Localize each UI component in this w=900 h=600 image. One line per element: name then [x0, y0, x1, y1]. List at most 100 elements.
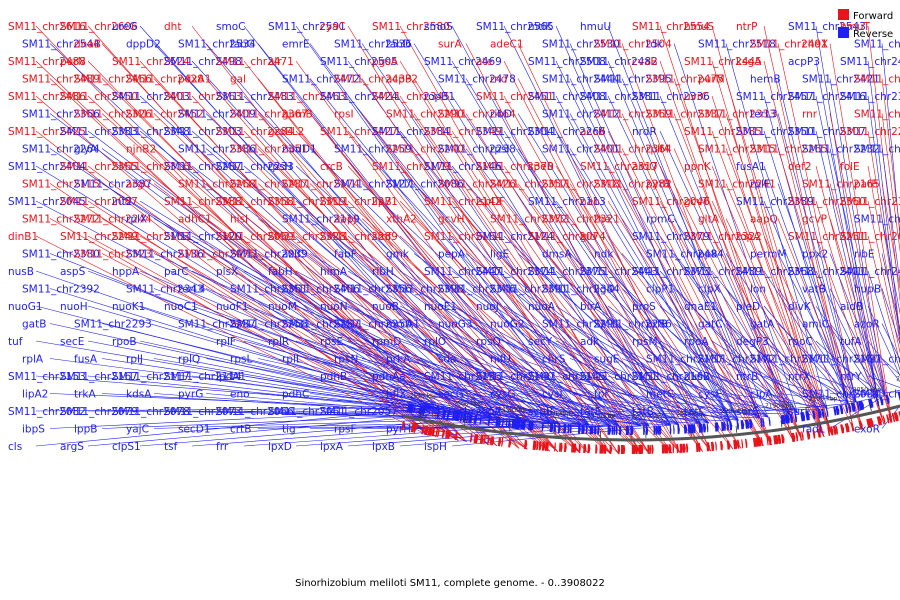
- gene-label: rplQ: [178, 354, 200, 366]
- label-leader-line: [503, 165, 703, 452]
- label-leader-line: [139, 340, 493, 418]
- label-leader-line: [347, 25, 611, 454]
- gene-label: glyA: [74, 144, 98, 156]
- gene-label: SM11_chr2251: [788, 231, 866, 243]
- forward-gene-arrow: [877, 416, 882, 426]
- label-leader-line: [881, 183, 900, 291]
- reverse-gene-arrow: [693, 424, 696, 434]
- label-leader-line: [517, 288, 709, 424]
- label-leader-line: [777, 323, 857, 403]
- gene-label: SM11_chr2380: [22, 249, 100, 261]
- gene-label: rpsH: [268, 161, 292, 173]
- gene-label: ppx2: [802, 249, 828, 261]
- label-leader-line: [829, 358, 886, 396]
- label-leader-line: [867, 60, 900, 338]
- gene-label: SM11_chr2265: [750, 144, 828, 156]
- gene-label: clpS1: [112, 441, 141, 453]
- gene-label: SM11_chr2464: [438, 109, 516, 121]
- label-leader-line: [191, 200, 520, 449]
- label-leader-line: [257, 358, 560, 424]
- gene-label: ibpS: [22, 424, 45, 436]
- label-leader-line: [153, 417, 501, 429]
- label-leader-line: [881, 358, 900, 376]
- label-leader-line: [153, 113, 498, 447]
- gene-label: hisI: [230, 214, 248, 226]
- legend-label-forward: Forward: [853, 11, 893, 22]
- gene-label: SM11_chr2498: [164, 56, 242, 68]
- forward-gene-arrow: [741, 439, 744, 449]
- gene-label: SM11_chr2505: [320, 56, 398, 68]
- gene-label: SM11_chr2488: [8, 56, 86, 68]
- gene-label: ribE: [854, 249, 875, 261]
- label-leader-line: [399, 60, 642, 455]
- forward-gene-arrow: [617, 444, 621, 454]
- gene-label: crtB: [230, 424, 251, 436]
- gene-label: smoC: [216, 21, 245, 33]
- gene-label: folE: [840, 161, 860, 173]
- gene-label: SM11_chr2059: [216, 231, 294, 243]
- label-leader-line: [87, 165, 459, 441]
- label-leader-line: [763, 375, 849, 404]
- forward-gene-arrow: [711, 441, 714, 451]
- gene-label: fabF: [334, 249, 357, 261]
- gene-label: SM11_chr2428: [126, 74, 204, 86]
- label-leader-line: [621, 218, 772, 446]
- gene-label: SM11_chr2413: [854, 144, 900, 156]
- label-leader-line: [725, 148, 833, 436]
- gene-label: SM11_chr2237: [230, 179, 308, 191]
- gene-label: ureG: [112, 21, 137, 33]
- reverse-gene-arrow: [723, 421, 726, 431]
- gene-label: secY: [528, 336, 553, 348]
- gene-label: SM11_chr2386: [178, 144, 256, 156]
- gene-label: SM11_chr2486: [8, 91, 86, 103]
- label-leader-line: [49, 409, 442, 429]
- gene-label: ate: [476, 56, 493, 68]
- label-leader-line: [829, 148, 886, 396]
- gene-label: purN: [60, 56, 86, 68]
- gene-label: gltA: [698, 214, 720, 226]
- label-leader-line: [607, 375, 761, 419]
- forward-gene-arrow: [546, 441, 549, 451]
- gene-label: SM11_chr2167: [60, 371, 138, 383]
- forward-gene-arrow: [888, 413, 893, 423]
- label-leader-line: [621, 288, 769, 418]
- gene-label: SM11_chr2504: [594, 39, 672, 51]
- gene-label: SM11_chr2408: [528, 91, 606, 103]
- forward-gene-arrow: [706, 442, 710, 452]
- gene-label: rplR: [268, 336, 289, 348]
- gene-label: SM11_chr2491: [750, 39, 828, 51]
- gene-label: hppA: [112, 266, 140, 278]
- kbp-tick-marks: 2550 kbp 2500 kbp 2450 kbp 2400 kbp 2350 kbp…: [410, 376, 900, 438]
- gene-label: purM: [698, 74, 725, 86]
- tick-mark: [825, 413, 828, 421]
- gene-label: tufA: [840, 336, 862, 348]
- gene-label: SM11_chr2079: [60, 406, 138, 418]
- gene-label: azoR: [854, 319, 880, 331]
- gene-label: SM11_chr2385: [684, 126, 762, 138]
- label-leader-line: [243, 422, 552, 447]
- gene-label: ntrB: [736, 371, 758, 383]
- label-leader-line: [35, 340, 434, 409]
- label-leader-line: [673, 148, 803, 441]
- gene-label: gatA: [750, 319, 775, 331]
- forward-gene-arrow: [695, 442, 699, 453]
- gene-label: SM11_chr2401: [542, 144, 620, 156]
- gene-label: gcvT: [684, 196, 710, 208]
- gene-label: ksgA: [736, 56, 762, 68]
- forward-strand-track: [401, 411, 900, 454]
- label-leader-line: [295, 270, 582, 426]
- forward-gene-arrow: [895, 412, 899, 422]
- gene-label: SM11_chr2373: [632, 266, 710, 278]
- forward-gene-arrow: [489, 436, 492, 446]
- gene-label: SM11_chr2030: [840, 231, 900, 243]
- gene-label: SM11_chr2261: [840, 126, 900, 138]
- gene-label: SM11_chr2439: [684, 266, 762, 278]
- gene-label: fabG: [230, 39, 255, 51]
- gene-label: aidB: [840, 301, 863, 313]
- gene-label: ndk: [594, 249, 614, 261]
- reverse-strand-track: [406, 391, 900, 435]
- gene-label: clpX: [698, 284, 721, 296]
- reverse-gene-arrow: [531, 421, 534, 431]
- forward-gene-arrow: [647, 444, 650, 454]
- gene-label: SM11_chr2321: [542, 214, 620, 226]
